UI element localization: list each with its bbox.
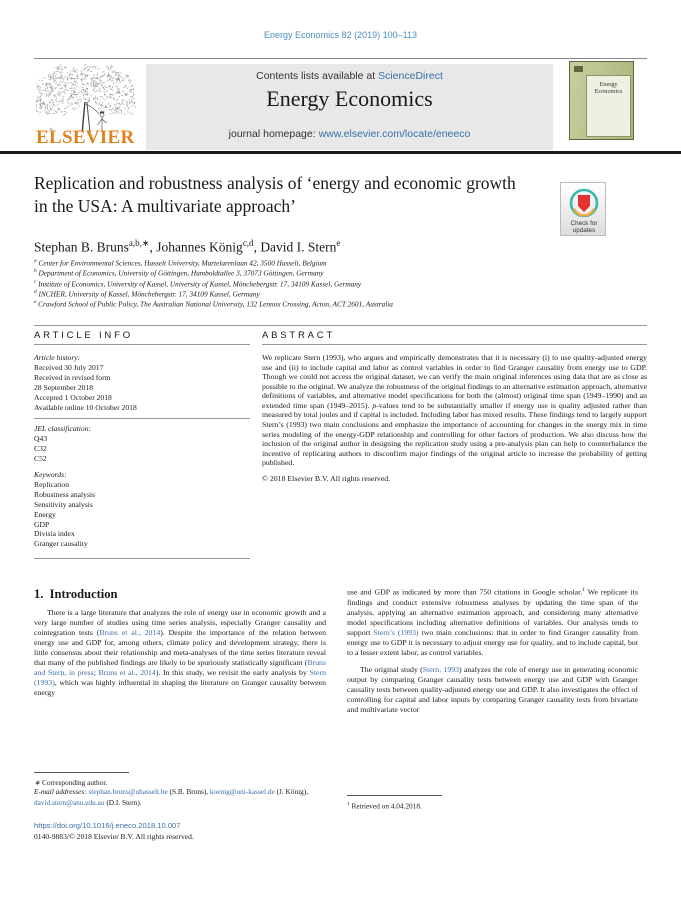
svg-text:Check for: Check for: [571, 220, 598, 227]
svg-text:updates: updates: [573, 227, 595, 234]
